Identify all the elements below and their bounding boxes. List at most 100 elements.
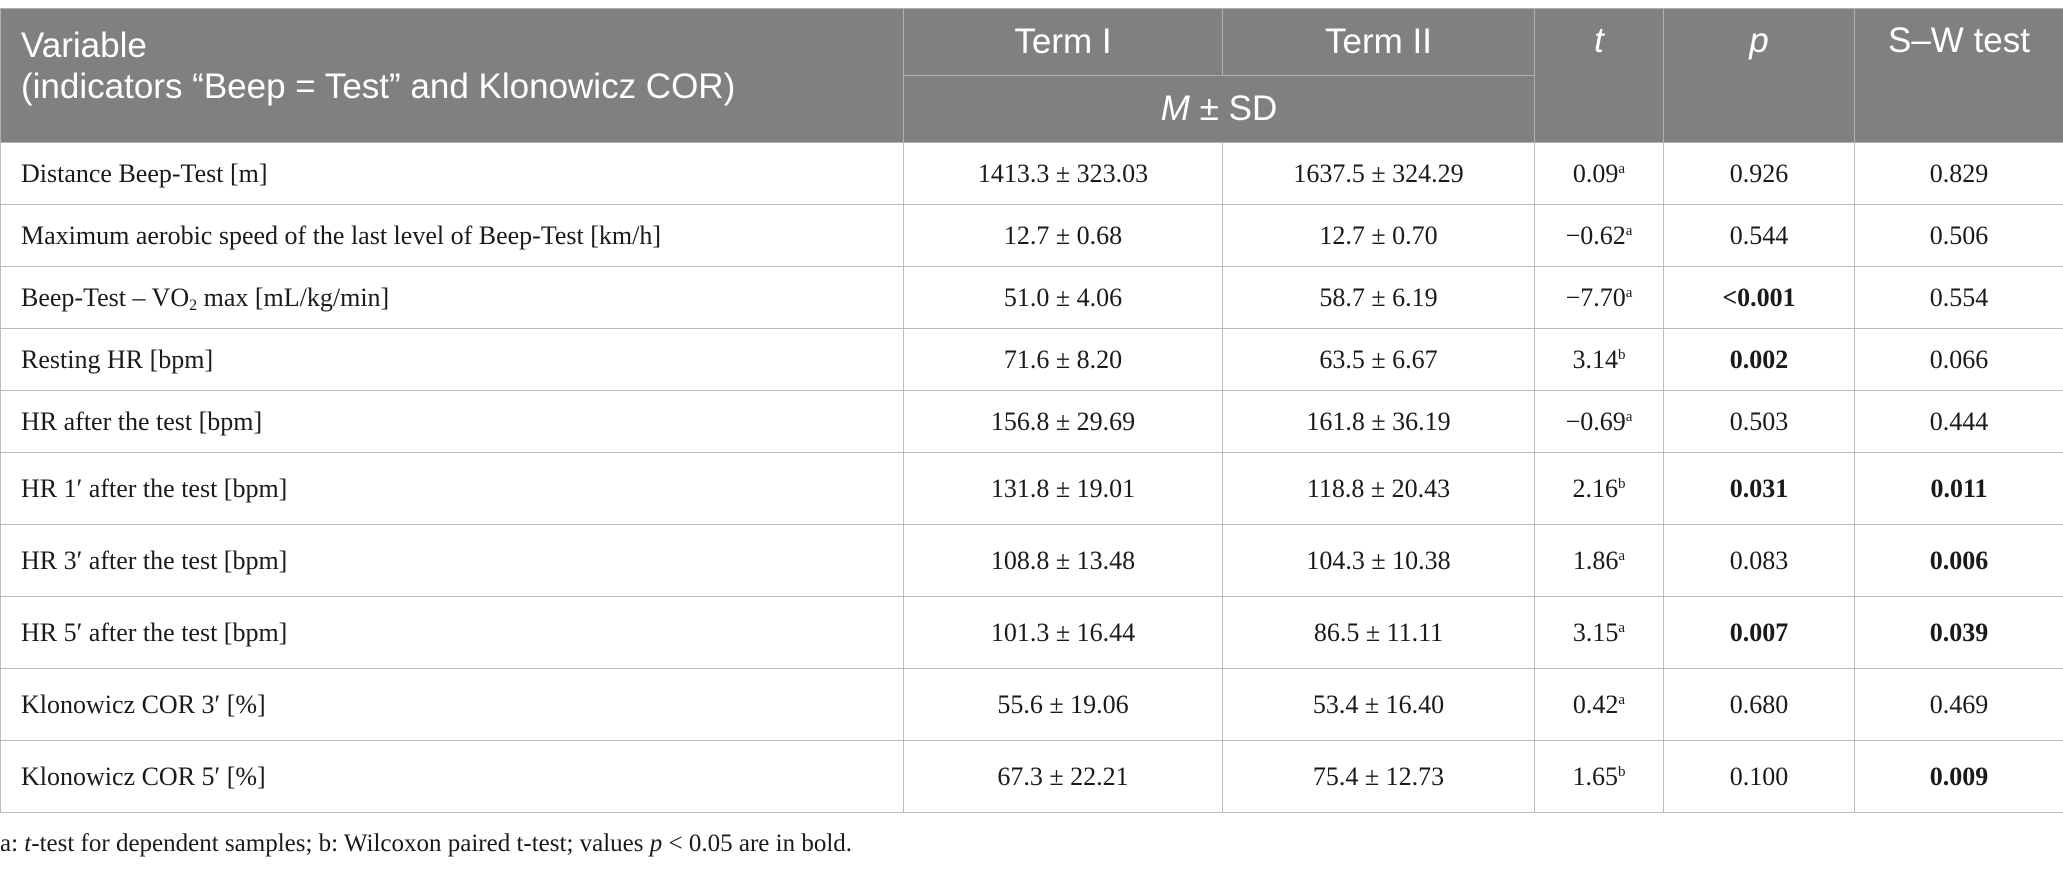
cell-p: 0.007 (1663, 596, 1855, 669)
footnote-part1: a: (0, 830, 25, 857)
footnote-part3: < 0.05 are in bold. (662, 830, 853, 857)
header-p: p (1663, 8, 1855, 143)
cell-t: 3.15a (1534, 596, 1664, 669)
header-term2: Term II (1222, 8, 1535, 76)
cell-term2: 104.3 ± 10.38 (1222, 524, 1535, 597)
t-superscript: a (1618, 691, 1626, 708)
cell-term2: 58.7 ± 6.19 (1222, 266, 1535, 329)
cell-term1: 55.6 ± 19.06 (903, 668, 1223, 741)
t-superscript: a (1618, 160, 1626, 177)
cell-sw: 0.554 (1854, 266, 2063, 329)
header-variable-line1: Variable (21, 26, 147, 65)
t-value: 3.15 (1572, 617, 1619, 647)
table-row: Distance Beep-Test [m] 1413.3 ± 323.03 163… (0, 142, 2063, 205)
cell-p: 0.100 (1663, 740, 1855, 813)
t-superscript: a (1625, 284, 1633, 301)
header-term1: Term I (903, 8, 1223, 76)
cell-variable: HR 3′ after the test [bpm] (0, 524, 904, 597)
table-row: HR 5′ after the test [bpm] 101.3 ± 16.44 8… (0, 596, 2063, 669)
cell-sw: 0.066 (1854, 328, 2063, 391)
t-value: 1.86 (1572, 545, 1619, 575)
cell-term1: 12.7 ± 0.68 (903, 204, 1223, 267)
footnote-p: p (649, 830, 663, 857)
t-superscript: b (1618, 763, 1626, 780)
cell-sw: 0.009 (1854, 740, 2063, 813)
header-t: t (1534, 8, 1664, 143)
t-value: 0.09 (1572, 158, 1619, 188)
variable-label-sub: 2 (189, 296, 198, 314)
table-row: HR 1′ after the test [bpm] 131.8 ± 19.01 1… (0, 452, 2063, 525)
cell-term2: 1637.5 ± 324.29 (1222, 142, 1535, 205)
cell-term2: 75.4 ± 12.73 (1222, 740, 1535, 813)
cell-term1: 131.8 ± 19.01 (903, 452, 1223, 525)
t-value: −0.69 (1565, 406, 1626, 436)
cell-term2: 12.7 ± 0.70 (1222, 204, 1535, 267)
header-msd-rest: ± SD (1189, 89, 1278, 128)
footnote-t: t (24, 830, 32, 857)
table-row: Klonowicz COR 3′ [%] 55.6 ± 19.06 53.4 ± 1… (0, 668, 2063, 741)
cell-sw: 0.829 (1854, 142, 2063, 205)
table-row: HR after the test [bpm] 156.8 ± 29.69 161.… (0, 390, 2063, 453)
header-variable-line2: (indicators “Beep = Test” and Klonowicz … (21, 67, 736, 106)
cell-term2: 161.8 ± 36.19 (1222, 390, 1535, 453)
cell-term1: 101.3 ± 16.44 (903, 596, 1223, 669)
table-header: Variable (indicators “Beep = Test” and K… (0, 8, 2063, 143)
t-superscript: a (1618, 547, 1626, 564)
table-footnote: a: t-test for dependent samples; b: Wilc… (0, 830, 852, 858)
t-superscript: a (1618, 619, 1626, 636)
header-mean-sd: M ± SD (903, 75, 1535, 143)
cell-variable: Klonowicz COR 3′ [%] (0, 668, 904, 741)
cell-t: 0.42a (1534, 668, 1664, 741)
cell-term1: 67.3 ± 22.21 (903, 740, 1223, 813)
t-value: 1.65 (1572, 761, 1619, 791)
cell-p: 0.544 (1663, 204, 1855, 267)
cell-t: −7.70a (1534, 266, 1664, 329)
cell-t: 3.14b (1534, 328, 1664, 391)
cell-sw: 0.006 (1854, 524, 2063, 597)
variable-label-post: max [mL/kg/min] (197, 282, 390, 312)
cell-term2: 53.4 ± 16.40 (1222, 668, 1535, 741)
cell-sw: 0.444 (1854, 390, 2063, 453)
cell-term2: 118.8 ± 20.43 (1222, 452, 1535, 525)
cell-term2: 86.5 ± 11.11 (1222, 596, 1535, 669)
t-superscript: b (1618, 346, 1626, 363)
results-table: Variable (indicators “Beep = Test” and K… (0, 8, 2063, 813)
t-value: 3.14 (1572, 344, 1619, 374)
table-row: Beep-Test – VO2 max [mL/kg/min] 51.0 ± 4.… (0, 266, 2063, 329)
cell-term2: 63.5 ± 6.67 (1222, 328, 1535, 391)
cell-variable: Maximum aerobic speed of the last level … (0, 204, 904, 267)
cell-term1: 156.8 ± 29.69 (903, 390, 1223, 453)
cell-p: 0.031 (1663, 452, 1855, 525)
variable-label-pre: Beep-Test – VO (21, 282, 190, 312)
t-superscript: a (1625, 408, 1633, 425)
t-superscript: a (1625, 222, 1633, 239)
table-row: HR 3′ after the test [bpm] 108.8 ± 13.48 1… (0, 524, 2063, 597)
cell-sw: 0.469 (1854, 668, 2063, 741)
table-body: Distance Beep-Test [m] 1413.3 ± 323.03 163… (0, 142, 2063, 813)
t-value: −0.62 (1565, 220, 1626, 250)
cell-variable: Resting HR [bpm] (0, 328, 904, 391)
table-row: Resting HR [bpm] 71.6 ± 8.20 63.5 ± 6.67 3.… (0, 328, 2063, 391)
cell-sw: 0.506 (1854, 204, 2063, 267)
results-table-container: Variable (indicators “Beep = Test” and K… (0, 8, 2063, 813)
cell-p: 0.002 (1663, 328, 1855, 391)
cell-variable: Klonowicz COR 5′ [%] (0, 740, 904, 813)
cell-term1: 108.8 ± 13.48 (903, 524, 1223, 597)
t-value: −7.70 (1565, 282, 1626, 312)
cell-t: 0.09a (1534, 142, 1664, 205)
cell-p: 0.926 (1663, 142, 1855, 205)
cell-t: 1.86a (1534, 524, 1664, 597)
cell-term1: 1413.3 ± 323.03 (903, 142, 1223, 205)
cell-p: 0.083 (1663, 524, 1855, 597)
cell-t: 2.16b (1534, 452, 1664, 525)
cell-sw: 0.011 (1854, 452, 2063, 525)
cell-term1: 71.6 ± 8.20 (903, 328, 1223, 391)
cell-p: 0.680 (1663, 668, 1855, 741)
cell-p: <0.001 (1663, 266, 1855, 329)
cell-p: 0.503 (1663, 390, 1855, 453)
t-superscript: b (1618, 475, 1626, 492)
t-value: 0.42 (1572, 689, 1619, 719)
footnote-part2: -test for dependent samples; b: Wilcoxon… (31, 830, 650, 857)
header-sw-test: S–W test (1854, 8, 2063, 143)
cell-variable: HR after the test [bpm] (0, 390, 904, 453)
